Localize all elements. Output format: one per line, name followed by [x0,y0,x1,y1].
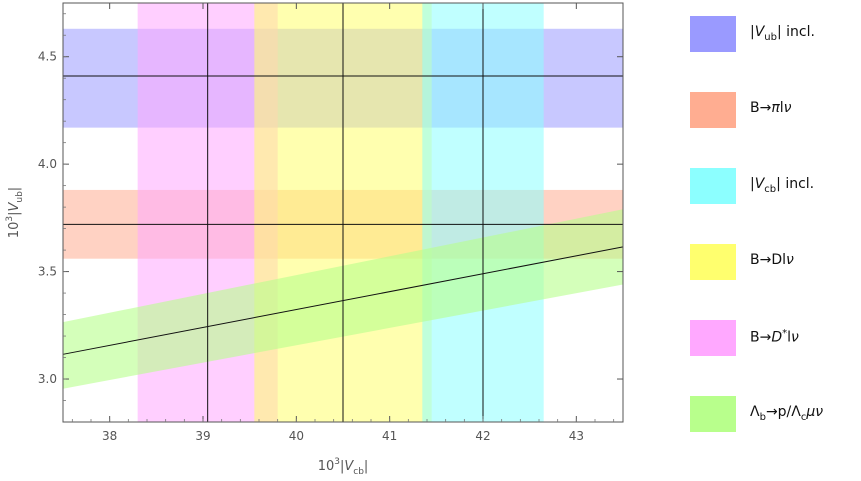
legend-item: B→D*lν [690,320,860,356]
y-axis-label: 103|Vub| [5,187,25,238]
legend-label: Λb→p/Λcμν [750,404,824,423]
legend-label: B→πlν [750,100,792,116]
x-tick-label: 42 [475,429,490,443]
y-tick-label: 4.5 [38,50,57,64]
center-lines-layer [62,3,624,422]
legend-swatch [690,168,736,204]
y-tick-label: 3.5 [38,265,57,279]
legend-item: |Vub| incl. [690,16,860,52]
legend-label: B→Dlν [750,252,794,268]
y-tick-label: 4.0 [38,157,57,171]
legend-swatch [690,320,736,356]
legend-swatch [690,396,736,432]
ticks-layer: 38 39 40 41 42 43 3.0 3.5 4.0 4.5 [38,3,623,443]
x-tick-label: 39 [195,429,210,443]
legend-swatch [690,16,736,52]
legend-swatch [690,244,736,280]
legend-label: B→D*lν [750,328,799,346]
x-tick-label: 38 [102,429,117,443]
legend-swatch [690,92,736,128]
x-tick-label: 41 [382,429,397,443]
x-axis-label: 103|Vcb| [318,457,369,477]
legend-item: B→Dlν [690,244,860,280]
legend-item: Λb→p/Λcμν [690,396,860,432]
legend-label: |Vcb| incl. [750,176,815,195]
legend-item: |Vcb| incl. [690,168,860,204]
legend-label: |Vub| incl. [750,24,815,43]
x-tick-label: 40 [289,429,304,443]
legend-item: B→πlν [690,92,860,128]
center-line-lambda-b [62,246,624,355]
y-tick-label: 3.0 [38,372,57,386]
plot-frame [62,2,624,423]
x-tick-label: 43 [569,429,584,443]
